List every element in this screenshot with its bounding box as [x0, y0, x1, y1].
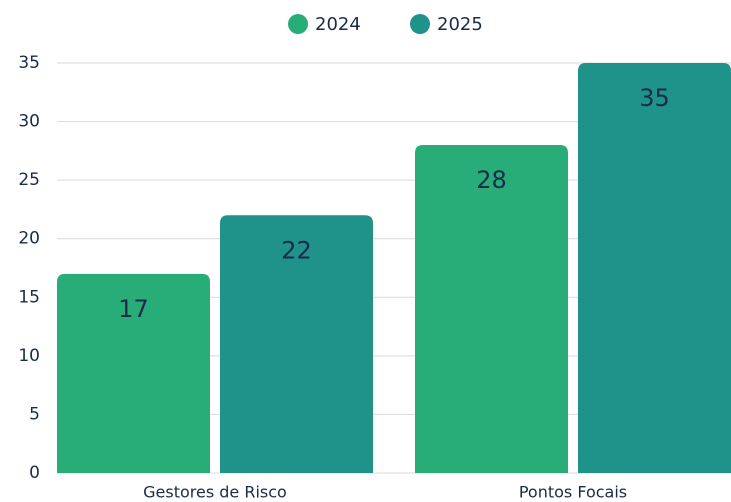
x-tick-label: Pontos Focais: [519, 483, 627, 502]
legend-label: 2024: [315, 14, 361, 35]
data-label: 17: [118, 295, 149, 323]
y-tick-label: 15: [18, 287, 40, 307]
y-tick-label: 5: [29, 404, 40, 424]
bar: [57, 273, 210, 473]
legend-label: 2025: [437, 14, 483, 35]
bar: [578, 63, 731, 473]
y-tick-label: 25: [18, 170, 40, 190]
data-label: 28: [476, 166, 507, 194]
y-tick-label: 0: [29, 463, 40, 483]
legend-marker: [410, 14, 430, 34]
data-label: 35: [639, 84, 670, 112]
legend-marker: [288, 14, 308, 34]
bar: [415, 145, 568, 473]
y-tick-label: 20: [18, 229, 40, 249]
x-tick-label: Gestores de Risco: [143, 483, 287, 502]
bar: [220, 215, 373, 474]
y-tick-label: 30: [18, 112, 40, 132]
y-tick-label: 35: [18, 53, 40, 73]
data-label: 22: [281, 236, 312, 264]
y-tick-label: 10: [18, 346, 40, 366]
